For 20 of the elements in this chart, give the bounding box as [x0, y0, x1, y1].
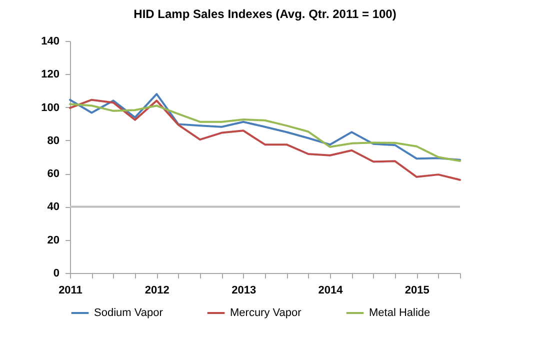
y-tick-label: 40 — [47, 201, 60, 214]
legend-label: Mercury Vapor — [230, 307, 302, 319]
legend-label: Metal Halide — [369, 307, 430, 319]
y-tick-label: 140 — [41, 36, 60, 48]
x-tick-label: 2013 — [232, 284, 256, 296]
y-tick-label: 60 — [47, 168, 60, 180]
line-series — [69, 98, 461, 181]
y-tick-label: 100 — [41, 102, 60, 114]
chart-title: HID Lamp Sales Indexes (Avg. Qtr. 2011 = 100) — [134, 7, 396, 21]
line-series — [69, 93, 461, 161]
y-tick-label: 80 — [47, 134, 60, 147]
y-tick-label: 20 — [47, 234, 60, 246]
y-tick-label: 0 — [53, 268, 60, 280]
x-tick-label: 2011 — [58, 284, 82, 296]
y-tick-label: 120 — [41, 68, 60, 81]
x-tick-label: 2015 — [404, 284, 430, 296]
legend-label: Sodium Vapor — [94, 307, 164, 319]
line-series — [69, 103, 461, 162]
x-tick-label: 2012 — [144, 284, 170, 296]
x-tick-label: 2014 — [318, 284, 344, 296]
